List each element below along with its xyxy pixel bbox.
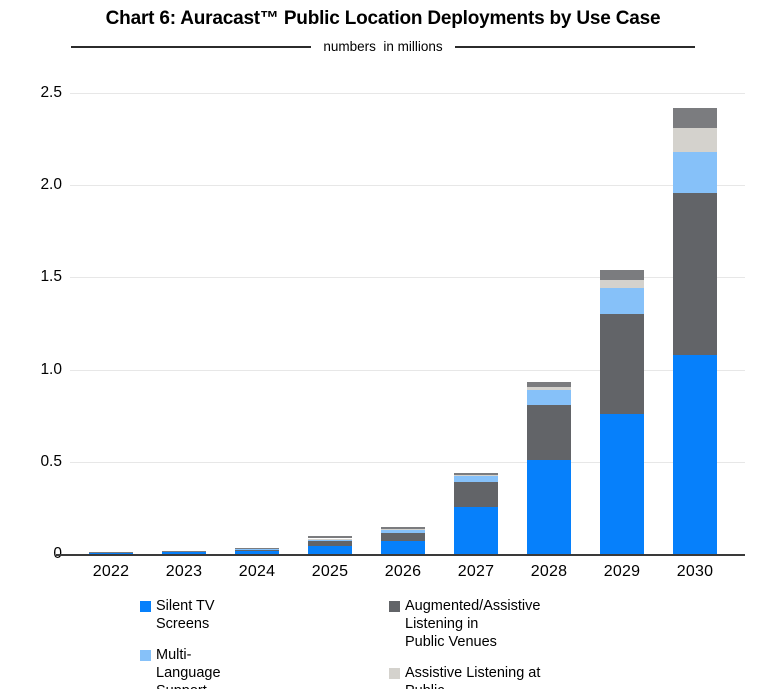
bar-segment-2023 [162, 552, 206, 554]
x-axis-line [56, 554, 745, 556]
bar-segment-2024 [235, 549, 279, 551]
bar-segment-2027 [454, 476, 498, 483]
gridline [70, 369, 745, 371]
bar-segment-2026 [381, 527, 425, 530]
bar-segment-2025 [308, 539, 352, 542]
bar-segment-2024 [235, 548, 279, 550]
bar-segment-2024 [235, 550, 279, 554]
legend-label: Silent TV Screens [156, 598, 215, 632]
subtitle-rule-left [71, 46, 312, 48]
chart-title: Chart 6: Auracast™ Public Location Deplo… [105, 8, 661, 29]
bar-segment-2027 [454, 475, 498, 477]
y-axis-tick-label: 0 [8, 545, 62, 563]
bar-segment-2022 [89, 552, 133, 553]
legend-swatch-icon [140, 649, 151, 661]
bar-segment-2024 [235, 548, 279, 549]
x-axis-label-2027: 2027 [457, 563, 495, 580]
bar-segment-2026 [381, 533, 425, 542]
bar-segment-2028 [527, 459, 571, 554]
chart-subtitle: numbers in millions [323, 39, 443, 54]
legend-swatch-icon [389, 667, 400, 679]
bar-segment-2024 [235, 548, 279, 549]
bar-segment-2025 [308, 546, 352, 554]
subtitle-rule-right [454, 46, 695, 48]
legend-item: Augmented/Assistive Listening in Public … [389, 597, 540, 651]
bar-segment-2029 [600, 270, 644, 281]
gridline [70, 461, 745, 463]
gridline [70, 93, 745, 94]
y-axis-tick-label: 1.5 [40, 268, 62, 286]
y-axis-tick-label: 2.5 [40, 84, 62, 101]
legend-label: Multi-Language Support [156, 647, 221, 689]
bar-segment-2030 [673, 152, 717, 193]
bar-segment-2025 [308, 536, 352, 539]
x-axis-label-2028: 2028 [530, 563, 568, 580]
bar-segment-2030 [673, 192, 717, 355]
chart-subtitle-row: numbers in millions [40, 38, 726, 56]
bar-segment-2028 [527, 389, 571, 405]
bar-segment-2030 [673, 107, 717, 129]
x-axis-label-2026: 2026 [384, 563, 422, 580]
bar-segment-2029 [600, 280, 644, 289]
legend-column: Augmented/Assistive Listening in Public … [389, 597, 540, 689]
y-axis-tick-label: 1.0 [40, 360, 62, 378]
bar-segment-2026 [381, 530, 425, 534]
bar-segment-2026 [381, 529, 425, 531]
bar-segment-2027 [454, 472, 498, 476]
legend-label: Augmented/Assistive Listening in Public … [405, 598, 541, 650]
y-axis-tick-label: 2.0 [40, 176, 62, 194]
legend-swatch-icon [389, 600, 400, 612]
bar-segment-2027 [454, 482, 498, 507]
legend-swatch-icon [140, 600, 151, 612]
bar-segment-2022 [89, 552, 133, 554]
x-axis-label-2030: 2030 [676, 563, 714, 580]
bar-segment-2022 [89, 551, 133, 553]
bar-segment-2023 [162, 550, 206, 552]
legend-item: Multi-Language Support [140, 646, 221, 689]
bar-segment-2025 [308, 538, 352, 540]
x-axis-label-2029: 2029 [603, 563, 641, 580]
bar-segment-2028 [527, 381, 571, 387]
bar-segment-2030 [673, 128, 717, 152]
y-axis-tick-label: 0.5 [40, 452, 62, 470]
x-axis-label-2023: 2023 [165, 563, 203, 580]
bar-segment-2026 [381, 541, 425, 554]
bar-segment-2029 [600, 288, 644, 315]
legend-item: Assistive Listening at Public Counters/O… [389, 664, 540, 689]
x-axis-label-2022: 2022 [92, 563, 130, 580]
legend-label: Assistive Listening at Public Counters/O… [405, 665, 541, 689]
bar-segment-2027 [454, 506, 498, 554]
gridline [70, 277, 745, 279]
bar-segment-2028 [527, 404, 571, 460]
gridline [70, 185, 745, 187]
bar-segment-2029 [600, 314, 644, 414]
bar-segment-2029 [600, 413, 644, 554]
x-axis-label-2024: 2024 [238, 563, 276, 580]
legend-item: Silent TV Screens [140, 597, 221, 633]
bar-segment-2030 [673, 354, 717, 554]
bar-segment-2023 [162, 551, 206, 553]
bar-segment-2028 [527, 386, 571, 390]
bar-segment-2025 [308, 541, 352, 547]
x-axis-label-2025: 2025 [311, 563, 349, 580]
